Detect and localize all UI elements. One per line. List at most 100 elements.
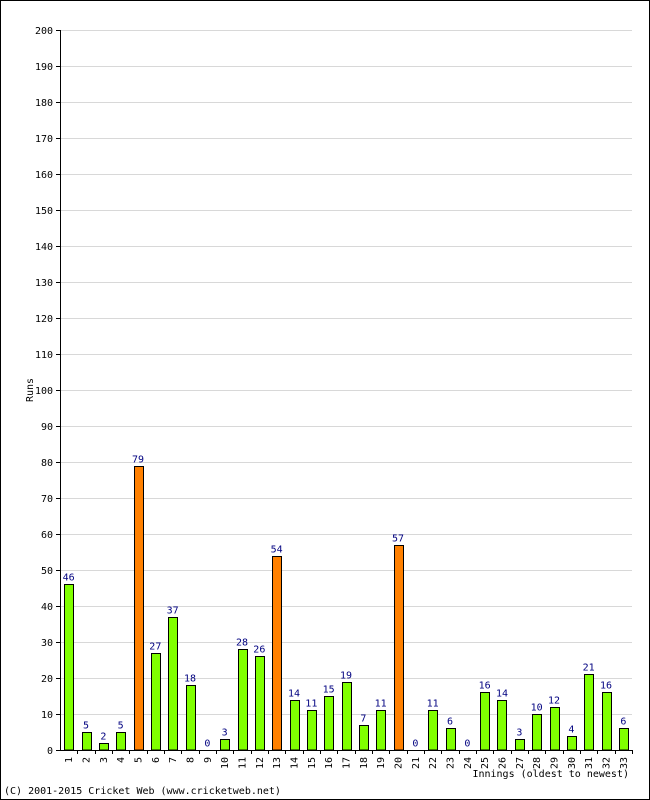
data-label: 12	[548, 696, 560, 707]
data-label: 46	[63, 573, 75, 584]
y-tick-label: 10	[41, 710, 53, 721]
data-label: 14	[496, 689, 508, 700]
bar	[515, 739, 525, 751]
x-tick-label: 11	[238, 757, 249, 769]
data-label: 2	[100, 732, 106, 743]
data-label: 27	[149, 642, 161, 653]
bar	[238, 649, 248, 751]
x-tick-label: 24	[463, 757, 474, 769]
x-tick-label: 7	[168, 757, 179, 763]
data-label: 16	[479, 681, 491, 692]
x-tick-label: 4	[116, 757, 127, 763]
data-label: 11	[427, 699, 439, 710]
x-tick-label: 12	[255, 757, 266, 769]
bar	[324, 696, 334, 751]
y-tick-label: 180	[35, 98, 53, 109]
bar	[584, 674, 594, 751]
data-label: 26	[253, 645, 265, 656]
y-tick-label: 20	[41, 674, 53, 685]
bar	[480, 692, 490, 751]
y-tick-label: 70	[41, 494, 53, 505]
bar	[272, 556, 282, 751]
data-label: 18	[184, 674, 196, 685]
x-tick-label: 1	[64, 757, 75, 763]
bar	[290, 700, 300, 751]
x-axis-title: Innings (oldest to newest)	[472, 769, 629, 780]
bar	[99, 743, 109, 751]
x-tick-label: 16	[324, 757, 335, 769]
bar	[602, 692, 612, 751]
x-tick-label: 30	[567, 757, 578, 769]
bar	[497, 700, 507, 751]
x-tick-label: 20	[394, 757, 405, 769]
data-label: 19	[340, 671, 352, 682]
y-tick-label: 30	[41, 638, 53, 649]
bar	[64, 584, 74, 751]
bar	[186, 685, 196, 751]
x-tick-label: 2	[82, 757, 93, 763]
y-tick-label: 40	[41, 602, 53, 613]
y-tick-label: 100	[35, 386, 53, 397]
data-label: 5	[83, 721, 89, 732]
data-label: 0	[204, 739, 210, 750]
y-tick-label: 130	[35, 278, 53, 289]
bar	[619, 728, 629, 751]
data-label: 79	[132, 455, 144, 466]
data-label: 57	[392, 534, 404, 545]
bar	[134, 466, 144, 751]
y-tick-label: 80	[41, 458, 53, 469]
y-tick-label: 60	[41, 530, 53, 541]
data-label: 5	[118, 721, 124, 732]
data-label: 21	[583, 663, 595, 674]
bars	[64, 466, 629, 751]
x-tick-label: 15	[307, 757, 318, 769]
data-label: 14	[288, 689, 300, 700]
bar	[376, 710, 386, 751]
bar	[307, 710, 317, 751]
x-tick-label: 9	[203, 757, 214, 763]
y-axis-ticks: 0 10 20 30 40 50 60 70 80 90 100 110 120 130 140 150 160…	[35, 26, 60, 757]
y-tick-label: 160	[35, 170, 53, 181]
data-label: 11	[375, 699, 387, 710]
x-axis-ticks: 1 2 3 4 5 6 7 8 9 10 11 12 13 14 15 16 17 18 19 20 21 22 23 24 2…	[64, 750, 633, 769]
bar	[394, 545, 404, 751]
x-tick-label: 33	[619, 757, 630, 769]
bar	[550, 707, 560, 751]
y-tick-label: 140	[35, 242, 53, 253]
x-tick-label: 31	[584, 757, 595, 769]
x-tick-label: 13	[272, 757, 283, 769]
x-tick-label: 22	[428, 757, 439, 769]
x-tick-label: 8	[186, 757, 197, 763]
bar	[151, 653, 161, 751]
data-label: 28	[236, 638, 248, 649]
data-label: 16	[600, 681, 612, 692]
bar	[168, 617, 178, 751]
data-label: 11	[305, 699, 317, 710]
data-label: 6	[620, 717, 626, 728]
bar	[220, 739, 230, 751]
x-tick-label: 21	[411, 757, 422, 769]
y-tick-label: 120	[35, 314, 53, 325]
data-label: 10	[531, 703, 543, 714]
bar	[82, 732, 92, 751]
x-tick-label: 19	[376, 757, 387, 769]
x-tick-label: 18	[359, 757, 370, 769]
data-label: 3	[222, 728, 228, 739]
x-tick-label: 5	[134, 757, 145, 763]
bar	[567, 736, 577, 751]
y-tick-label: 110	[35, 350, 53, 361]
data-label: 6	[447, 717, 453, 728]
y-axis-title: Runs	[25, 378, 36, 402]
data-label: 15	[323, 685, 335, 696]
x-tick-label: 3	[99, 757, 110, 763]
y-tick-label: 150	[35, 206, 53, 217]
x-tick-label: 26	[498, 757, 509, 769]
data-label: 54	[271, 545, 283, 556]
x-tick-label: 25	[480, 757, 491, 769]
bar	[532, 714, 542, 751]
x-tick-label: 29	[550, 757, 561, 769]
data-labels: 4652579273718032826541411151971157011601…	[63, 455, 627, 750]
x-tick-label: 27	[515, 757, 526, 769]
copyright-text: (C) 2001-2015 Cricket Web (www.cricketwe…	[4, 786, 281, 797]
bar	[359, 725, 369, 751]
